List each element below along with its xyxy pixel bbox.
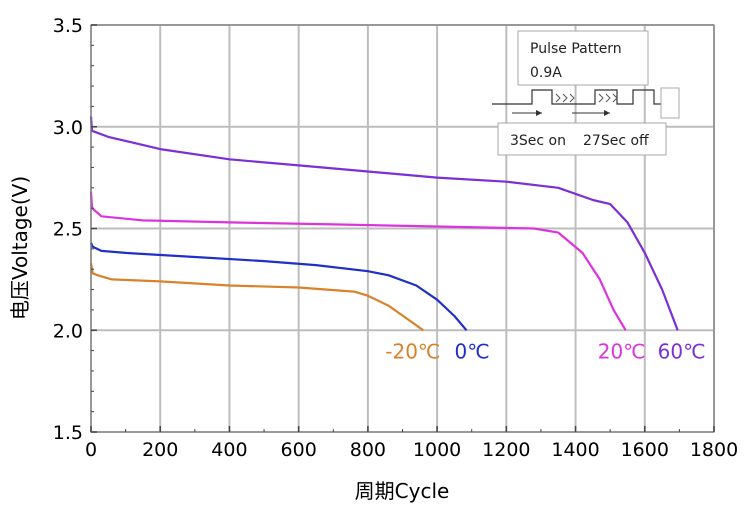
- y-tick-label: 2.5: [53, 219, 83, 241]
- inset-labels-box: [497, 122, 667, 156]
- series-line: [89, 242, 468, 332]
- inset-current: 0.9A: [530, 65, 562, 81]
- inset-title-box: [517, 30, 649, 86]
- series-label: 60℃: [658, 339, 706, 363]
- pulse-hatch: [555, 93, 618, 103]
- y-axis-label: 电压Voltage(V): [8, 176, 32, 320]
- x-tick-label: 400: [211, 439, 247, 461]
- series-label: 0℃: [455, 339, 490, 363]
- y-tick-label: 3.5: [53, 15, 83, 37]
- on-arrow-head: [536, 110, 542, 116]
- series-layer: -20℃ 0℃ 20℃ 60℃: [89, 116, 706, 363]
- x-tick-label: 800: [350, 439, 386, 461]
- series-label: -20℃: [385, 339, 440, 363]
- x-axis-label: 周期Cycle: [355, 479, 450, 503]
- x-tick-label: 200: [142, 439, 178, 461]
- x-tick-label: 1200: [482, 439, 530, 461]
- y-tick-label: 1.5: [53, 422, 83, 444]
- grid-lines: [90, 24, 715, 433]
- off-arrow-head: [604, 110, 610, 116]
- x-tick-label: 1600: [621, 439, 669, 461]
- inset-off-label: 27Sec off: [583, 133, 649, 149]
- x-tick-label: 0: [85, 439, 97, 461]
- x-tick-label: 1400: [551, 439, 599, 461]
- inset-on-label: 3Sec on: [510, 133, 566, 149]
- x-tick-label: 1800: [690, 439, 738, 461]
- x-tick-label: 1000: [413, 439, 461, 461]
- pulse-pattern-inset: Pulse Pattern 0.9A 3Sec on 27Sec off: [492, 30, 680, 156]
- series-label: 20℃: [598, 339, 646, 363]
- pulse-waveform: [492, 89, 662, 105]
- x-tick-label: 600: [281, 439, 317, 461]
- series-line: [89, 116, 679, 331]
- y-tick-label: 3.0: [53, 117, 83, 139]
- series-line: [89, 191, 627, 331]
- inset-title: Pulse Pattern: [530, 41, 622, 57]
- series-line: [89, 262, 424, 332]
- y-tick-label: 2.0: [53, 320, 83, 342]
- tick-layer: 0 200 400 600 800 1000 1200 1400 1600 1800 1.5 2.0 2…: [53, 15, 738, 461]
- inset-side-box: [660, 87, 680, 119]
